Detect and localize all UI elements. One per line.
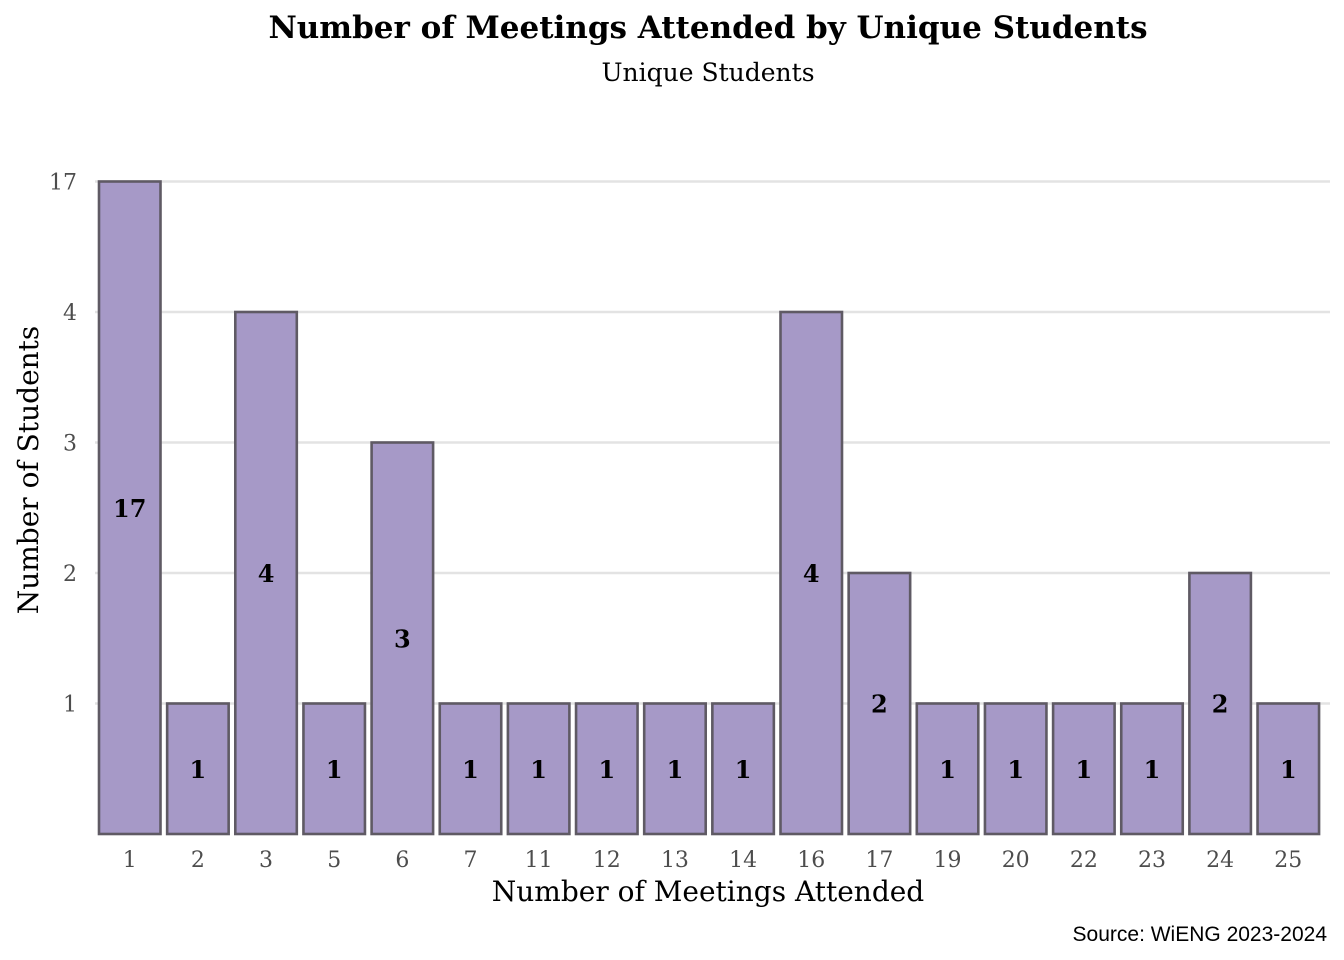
bar: [97, 180, 162, 836]
x-tick-label: 17: [865, 848, 893, 873]
x-tick-label: 2: [191, 848, 205, 873]
x-tick-label: 6: [395, 848, 409, 873]
x-tick-label: 7: [464, 848, 478, 873]
y-tick-label: 2: [63, 562, 77, 587]
bar-value-label: 1: [462, 755, 479, 784]
x-tick-label: 1: [123, 848, 137, 873]
x-tick-label: 5: [327, 848, 341, 873]
y-tick-label: 4: [63, 301, 77, 326]
y-tick-label: 1: [63, 693, 77, 718]
bar-layer: [97, 180, 1321, 836]
x-tick-label: 3: [259, 848, 273, 873]
bar: [847, 571, 912, 836]
bar-value-label: 1: [530, 755, 547, 784]
bar-value-label: 4: [258, 559, 275, 588]
bar-value-label: 1: [1075, 755, 1092, 784]
bar-value-label: 17: [113, 494, 146, 523]
bar: [438, 702, 503, 836]
bar: [642, 702, 708, 836]
bar-value-label: 4: [803, 559, 820, 588]
bar: [915, 702, 980, 836]
x-tick-label: 22: [1070, 848, 1098, 873]
x-tick-label: 24: [1206, 848, 1234, 873]
bar-value-label: 1: [939, 755, 956, 784]
y-axis-title: Number of Students: [12, 326, 45, 615]
bar: [983, 702, 1048, 836]
x-tick-label: 25: [1274, 848, 1302, 873]
bar: [1119, 702, 1185, 836]
bar-value-label: 2: [1212, 690, 1229, 719]
bar: [234, 310, 299, 836]
bar: [779, 310, 844, 836]
x-axis-title: Number of Meetings Attended: [492, 875, 925, 908]
x-tick-label: 23: [1138, 848, 1166, 873]
y-tick-label: 3: [63, 432, 77, 457]
bar: [711, 702, 776, 836]
bar: [1188, 571, 1253, 836]
bar: [1256, 702, 1321, 836]
y-tick-label: 17: [49, 171, 77, 196]
bar: [1051, 702, 1116, 836]
chart-subtitle: Unique Students: [601, 58, 814, 87]
bar-value-label: 1: [190, 755, 207, 784]
bar-value-label: 3: [394, 624, 411, 653]
bar-value-label: 1: [735, 755, 752, 784]
x-tick-label: 12: [593, 848, 621, 873]
x-tick-label: 20: [1002, 848, 1030, 873]
bar-value-label: 1: [1144, 755, 1161, 784]
bar: [302, 702, 367, 836]
bar: [165, 702, 230, 836]
bar-value-label: 2: [871, 690, 888, 719]
bar-value-label: 1: [667, 755, 684, 784]
y-axis-ticks: 1 2 3 4 17: [49, 171, 77, 718]
bar-value-labels: 17 1 4 1 3 1 1 1 1 1 4 2 1 1 1 1 2 1: [113, 494, 1297, 784]
bar: [370, 441, 435, 836]
bar: [574, 702, 639, 836]
chart-caption: Source: WiENG 2023-2024: [1073, 923, 1328, 946]
x-tick-label: 13: [661, 848, 689, 873]
x-tick-label: 19: [934, 848, 962, 873]
x-tick-label: 11: [525, 848, 553, 873]
chart-title: Number of Meetings Attended by Unique St…: [268, 10, 1147, 46]
x-axis-ticks: 1 2 3 5 6 7 11 12 13 14 16 17 19 20 22 23 24 25: [123, 848, 1303, 873]
bar-value-label: 1: [1280, 755, 1297, 784]
bar-value-label: 1: [598, 755, 615, 784]
x-tick-label: 16: [797, 848, 825, 873]
x-tick-label: 14: [729, 848, 757, 873]
bar-value-label: 1: [326, 755, 343, 784]
bar-value-label: 1: [1007, 755, 1024, 784]
bar: [506, 702, 571, 836]
